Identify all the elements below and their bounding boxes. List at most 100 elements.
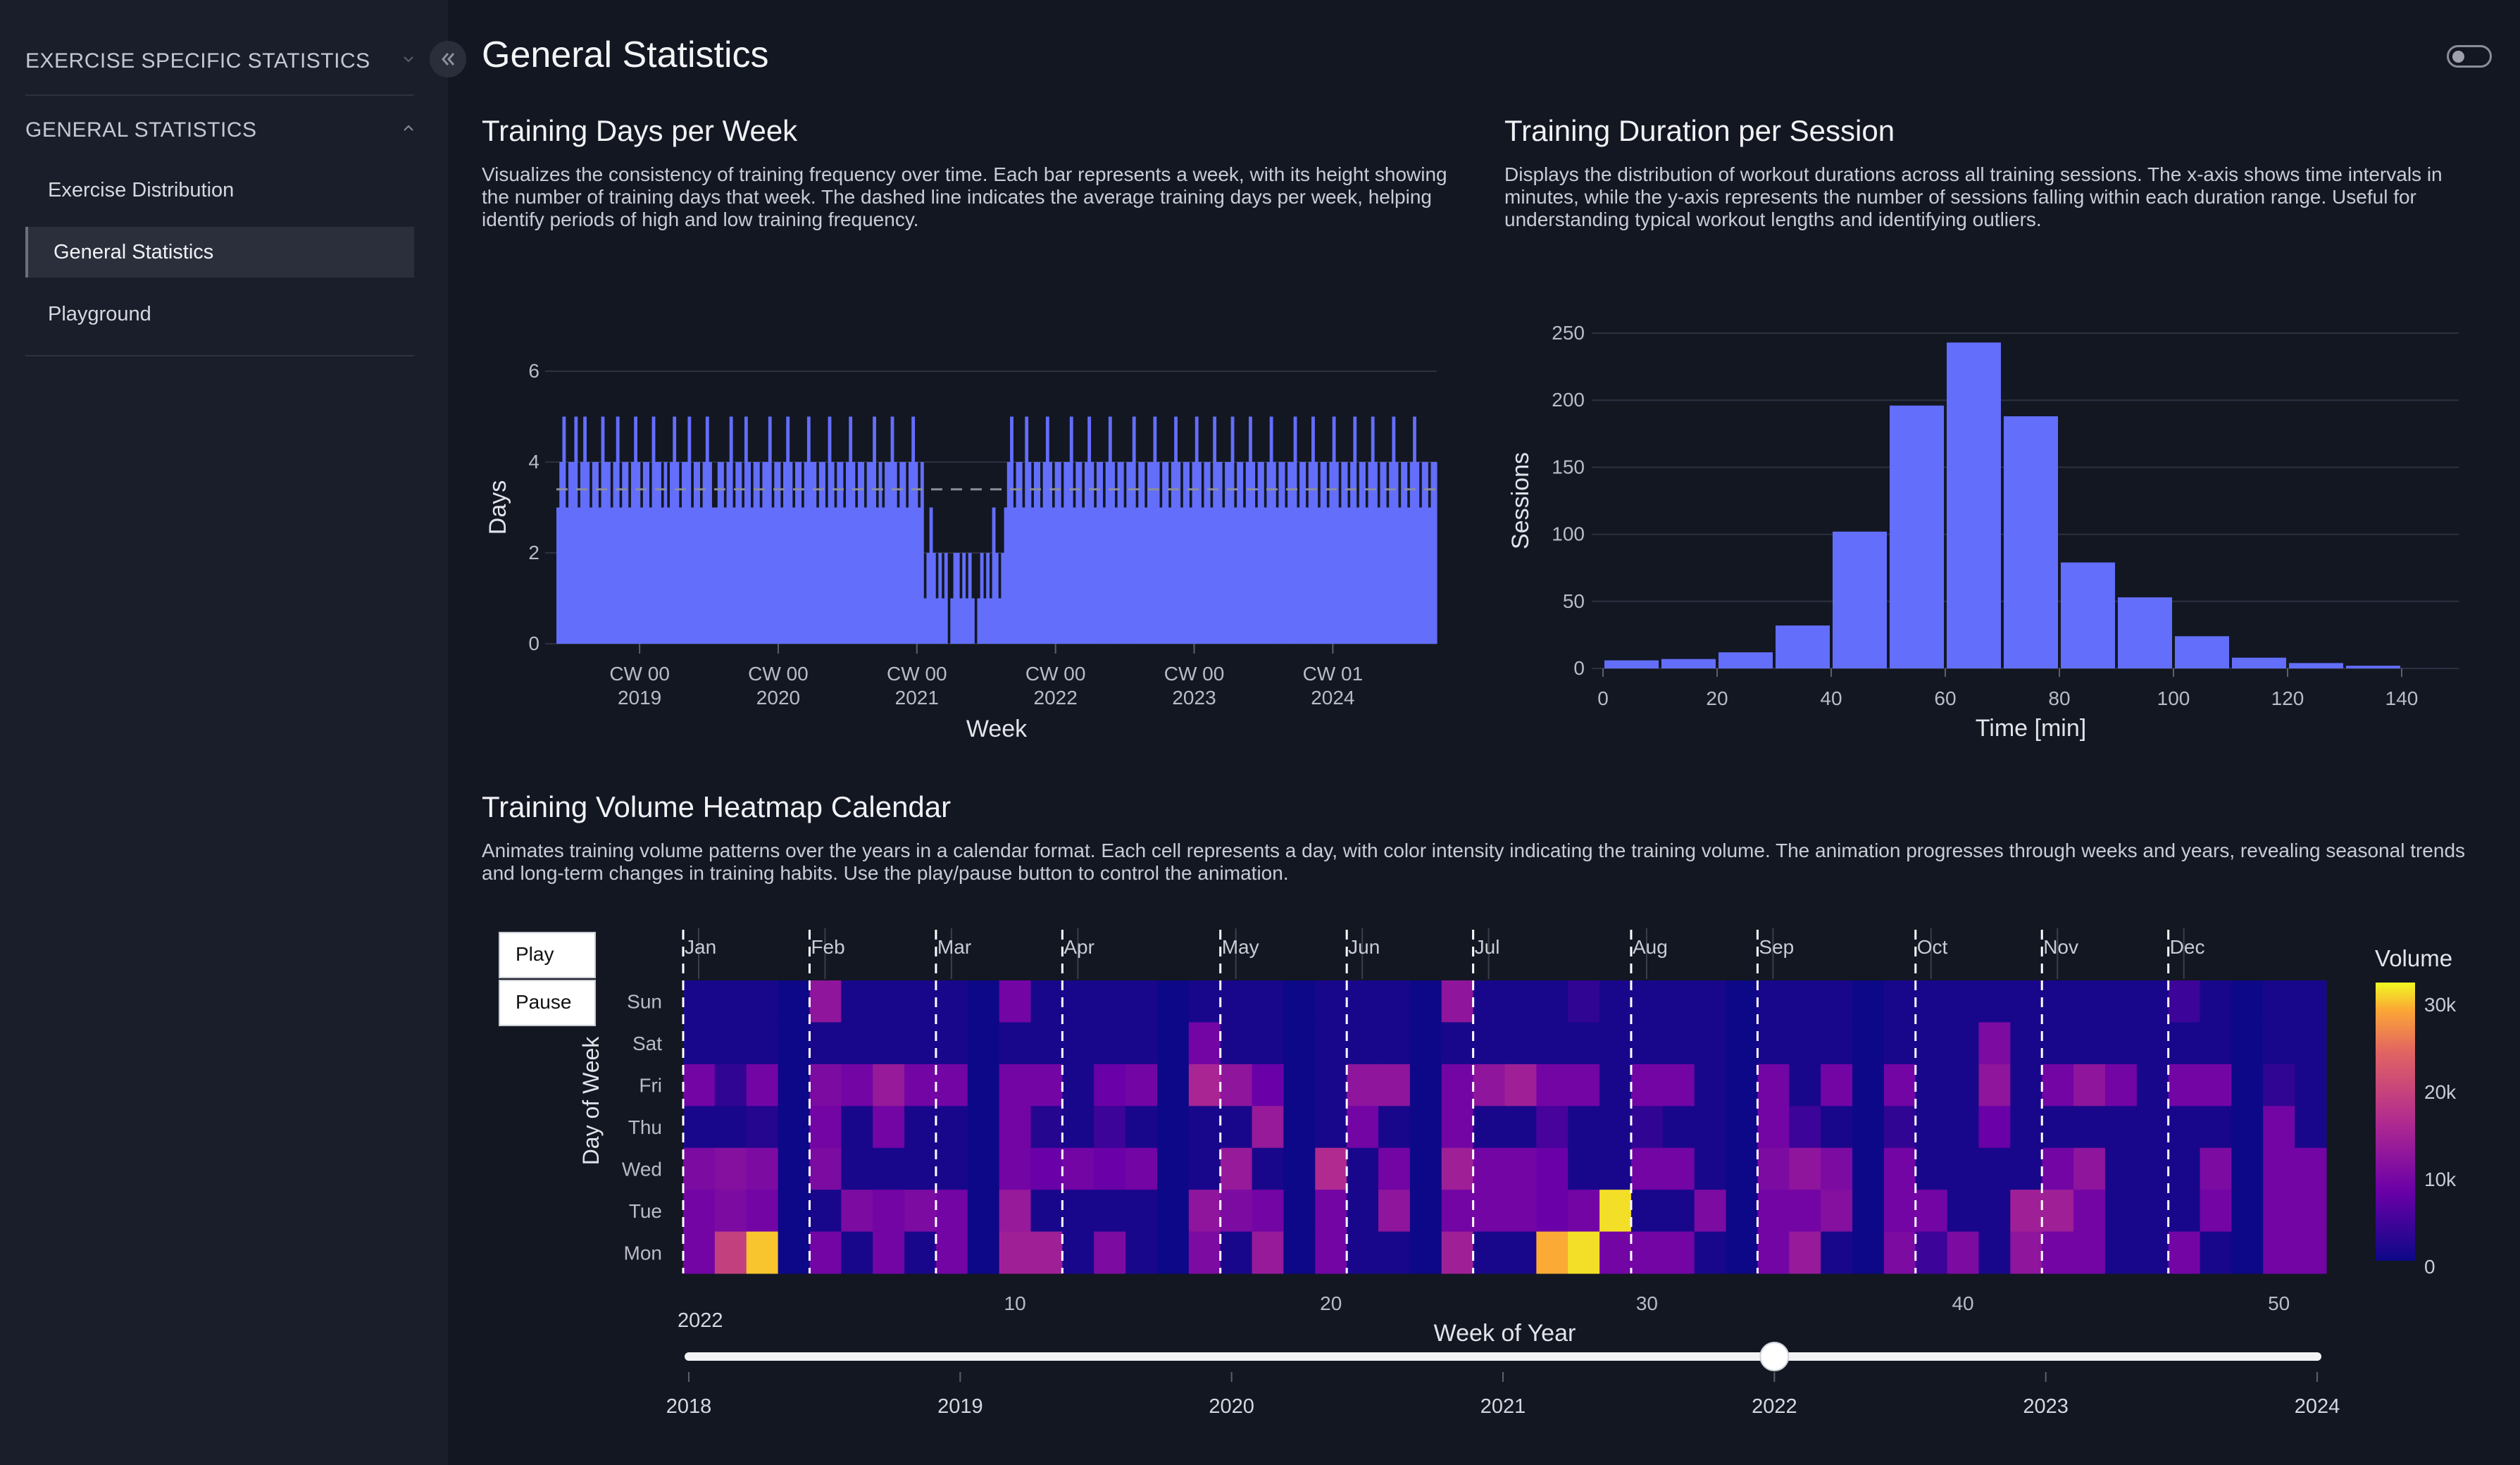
bar [699, 507, 704, 644]
bar [887, 462, 892, 644]
histogram-bar [2175, 636, 2229, 668]
heatmap-cell [2231, 1231, 2264, 1274]
heatmap-cell [1568, 1106, 1600, 1149]
heatmap-cell [1347, 1147, 1379, 1190]
heatmap-cell [1125, 980, 1158, 1023]
month-label: Mar [937, 936, 971, 958]
sidebar-section-label: GENERAL STATISTICS [25, 118, 257, 142]
heatmap-cell [2168, 980, 2201, 1023]
heatmap-cell [2295, 1231, 2327, 1274]
bar [741, 507, 745, 644]
x-axis-label: Time [min] [1976, 715, 2086, 742]
heatmap-cell [746, 980, 779, 1023]
histogram-bar [1661, 659, 1716, 668]
heatmap-cell [778, 980, 810, 1023]
bar [670, 462, 673, 644]
pause-button[interactable]: Pause [499, 980, 596, 1026]
bar [1037, 462, 1041, 644]
bar [616, 416, 620, 644]
bar [1209, 507, 1214, 644]
month-label: Oct [1917, 936, 1948, 958]
bar [622, 462, 626, 644]
heatmap-cell [1252, 1022, 1284, 1065]
heatmap-cell [683, 1106, 716, 1149]
x-tick-label: 40 [1952, 1292, 1973, 1314]
x-axis-label: Week [966, 716, 1028, 742]
bar [935, 598, 939, 644]
y-tick-label: 6 [528, 360, 539, 382]
bar [1425, 462, 1428, 644]
heatmap-cell [1409, 1190, 1442, 1233]
heatmap-cell [904, 1064, 937, 1106]
bar [1061, 507, 1064, 644]
bar [1126, 462, 1130, 644]
heatmap-cell [2042, 1231, 2074, 1274]
bar [1057, 462, 1061, 644]
bar [1028, 462, 1032, 644]
heatmap-cell [1125, 1022, 1158, 1065]
slider-label: 2022 [1752, 1395, 1797, 1418]
heatmap-cell [1125, 1147, 1158, 1190]
bar [1147, 462, 1151, 644]
slider-label: 2018 [666, 1395, 712, 1418]
slider-handle[interactable] [1759, 1342, 1790, 1371]
bar [866, 462, 871, 644]
bar [1093, 507, 1097, 644]
heatmap-description: Animates training volume patterns over t… [482, 840, 2466, 884]
bar [583, 416, 587, 644]
bar [810, 462, 814, 644]
collapse-sidebar-button[interactable] [430, 41, 466, 77]
sidebar-item-general-statistics[interactable]: General Statistics [25, 227, 414, 278]
bar [1359, 462, 1363, 644]
bar [1308, 462, 1312, 644]
heatmap-cell [1789, 1022, 1821, 1065]
heatmap-cell [1536, 1231, 1568, 1274]
heatmap-cell [714, 1064, 747, 1106]
bar [1013, 507, 1017, 644]
bar [580, 462, 584, 644]
bar [705, 416, 709, 644]
sidebar-item-exercise-distribution[interactable]: Exercise Distribution [48, 179, 235, 201]
heatmap-cell [1599, 980, 1632, 1023]
heatmap-cell [809, 1022, 842, 1065]
slider-label: 2020 [1209, 1395, 1254, 1418]
bar [1240, 462, 1244, 644]
heatmap-cell [873, 1064, 905, 1106]
bar [1168, 507, 1172, 644]
heatmap-cell [683, 1190, 716, 1233]
heatmap-cell [2104, 1231, 2138, 1274]
heatmap-cell [1536, 1064, 1568, 1106]
sidebar-item-playground[interactable]: Playground [48, 303, 151, 325]
bar [673, 416, 677, 644]
bar [780, 507, 784, 644]
month-label: Nov [2043, 936, 2078, 958]
heatmap-cell [2200, 1147, 2232, 1190]
heatmap-cell [1030, 1190, 1063, 1233]
bar [1054, 462, 1059, 644]
play-button[interactable]: Play [499, 932, 596, 978]
heatmap-cell [1315, 1064, 1347, 1106]
heatmap-cell [1378, 1064, 1411, 1106]
sidebar-section-exercise-specific[interactable]: EXERCISE SPECIFIC STATISTICS [25, 49, 414, 73]
sidebar-section-general-statistics[interactable]: GENERAL STATISTICS [25, 118, 414, 142]
heatmap-cell [2104, 1147, 2138, 1190]
heatmap-cell [1473, 1064, 1505, 1106]
bar [965, 598, 969, 644]
heatmap-cell [1883, 1064, 1916, 1106]
heatmap-cell [1978, 1106, 2011, 1149]
theme-toggle[interactable] [2447, 45, 2492, 68]
heatmap-cell [1125, 1106, 1158, 1149]
heatmap-cell [841, 1147, 873, 1190]
heatmap-cell [967, 1064, 1000, 1106]
heatmap-cell [746, 1106, 779, 1149]
heatmap-cell [1630, 1064, 1664, 1106]
heatmap-cell [1062, 1147, 1094, 1190]
heatmap-cell [967, 1231, 1000, 1274]
heatmap-cell [1568, 1064, 1600, 1106]
bar [1073, 507, 1076, 644]
heatmap-cell [1062, 1106, 1094, 1149]
bar [1365, 507, 1369, 644]
slider-label: 2021 [1480, 1395, 1526, 1418]
bar [852, 462, 856, 644]
x-tick-label: 20 [1320, 1292, 1342, 1314]
